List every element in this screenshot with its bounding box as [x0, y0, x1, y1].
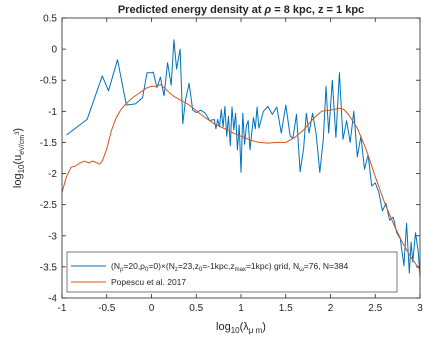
legend-entry-grid: (Nρ=20,ρ0=0)×(Nz=23,z0=-1kpc,zmax=1kpc) … — [111, 261, 348, 273]
series-line-popescu — [61, 84, 421, 271]
y-tick-label: -2 — [48, 169, 57, 180]
y-tick-label: 0 — [51, 45, 57, 56]
ticks-layer: -1 -0.5 0 0.5 1 1.5 2 2.5 3 0.5 0 -0.5 -1 -1.5 -2 -2.5 -… — [40, 14, 423, 315]
x-tick-label: 1 — [238, 303, 244, 314]
legend: (Nρ=20,ρ0=0)×(Nz=23,z0=-1kpc,zmax=1kpc) … — [66, 251, 398, 293]
y-tick-label: -1 — [48, 107, 57, 118]
y-tick-label: -1.5 — [40, 138, 58, 149]
x-tick-label: -0.5 — [98, 303, 116, 314]
series-layer — [61, 39, 421, 277]
chart-title: Predicted energy density at ρ = 8 kpc, z… — [118, 4, 364, 16]
x-tick-label: 3 — [417, 303, 423, 314]
x-tick-label: 1.5 — [279, 303, 293, 314]
x-tick-label: 2 — [328, 303, 334, 314]
y-tick-label: -0.5 — [40, 76, 58, 87]
legend-entry-popescu: Popescu et al. 2017 — [111, 277, 186, 287]
y-tick-label: 0.5 — [43, 14, 57, 25]
x-axis-label: log10(λμ m) — [216, 321, 266, 335]
x-tick-label: 0 — [149, 303, 155, 314]
y-tick-label: -4 — [48, 294, 57, 305]
y-tick-label: -3.5 — [40, 262, 58, 273]
y-axis-label: log10(ueV/cm3) — [12, 128, 26, 188]
y-tick-label: -3 — [48, 231, 57, 242]
x-tick-label: 0.5 — [189, 303, 203, 314]
x-tick-label: 2.5 — [368, 303, 382, 314]
x-tick-label: -1 — [58, 303, 67, 314]
y-tick-label: -2.5 — [40, 200, 58, 211]
legend-box — [66, 251, 398, 293]
series-line-grid — [66, 39, 421, 277]
